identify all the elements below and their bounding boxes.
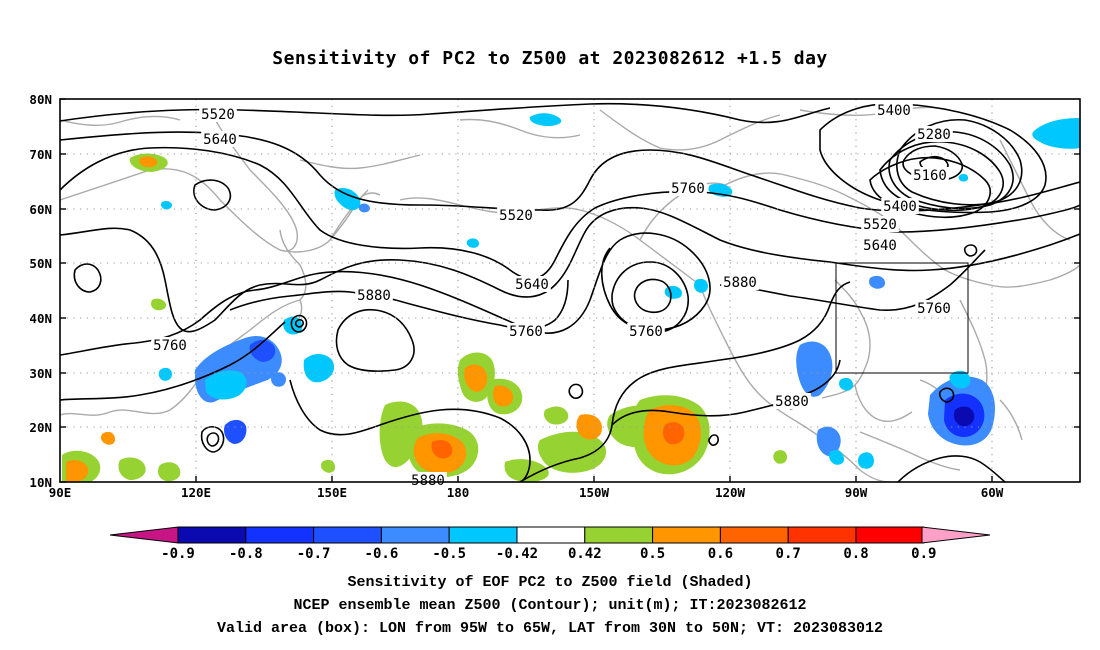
contour-label-bg [773,393,811,409]
colorbar-label: -0.5 [432,546,466,562]
colorbar-label: -0.8 [229,546,263,562]
contour-label-bg [915,300,953,316]
lat-label: 60N [29,202,52,217]
contour-label-bg [911,167,949,183]
lon-label: 90E [49,485,72,500]
colorbar-cell [380,526,450,544]
contour-label-bg [151,337,189,353]
contour-label: 5880 [411,473,445,489]
contour-label: 5760 [629,324,663,340]
colorbar-cell [652,526,721,544]
grid-lines [60,99,1080,482]
lon-label: 150W [579,485,610,500]
colorbar-label: 0.8 [843,546,868,562]
colorbar-label: -0.7 [297,546,331,562]
lat-label: 40N [29,311,52,326]
caption-line-1: Sensitivity of EOF PC2 to Z500 field (Sh… [347,574,753,591]
contour-label-bg [497,207,535,223]
contour-labels: 5520 5640 5400 5280 5160 5760 5520 5400 5520 5640… [151,102,953,489]
colorbar-right-triangle [921,526,991,544]
contour-label-bg [669,180,707,196]
colorbar: -0.9 -0.8 -0.7 -0.6 -0.5 -0.42 0.42 0.5 0.6 0.7 0.… [109,526,991,562]
contour-label-bg [861,216,899,232]
colorbar-left-triangle [109,526,179,544]
contour-label-bg [507,323,545,339]
contour-label: 5760 [671,181,705,197]
lat-label: 10N [29,475,52,490]
valid-area-box [835,262,969,374]
contour-label: 5640 [203,132,237,148]
contour-label-bg [201,131,239,147]
longitude-labels: 90E 120E 150E 180 150W 120W 90W 60W [49,485,1004,500]
map-frame [59,98,1081,483]
colorbar-cell [584,526,654,544]
contour-label-bg [355,287,393,303]
contour-label-bg [199,106,237,122]
lon-label: 180 [447,485,470,500]
caption-line-2: NCEP ensemble mean Z500 (Contour); unit(… [293,597,807,614]
colorbar-label: -0.42 [496,546,538,562]
contour-label-bg [409,472,447,488]
colorbar-label: 0.9 [911,546,936,562]
lon-label: 120W [715,485,746,500]
contour-label: 5520 [499,208,533,224]
axis-ticks [60,98,1080,483]
lat-label: 70N [29,147,52,162]
colorbar-cell [855,526,925,544]
lat-label: 80N [29,92,52,107]
lat-label: 30N [29,366,52,381]
colorbar-cell [245,526,315,544]
contour-label: 5520 [863,217,897,233]
lon-label: 60W [981,485,1004,500]
lon-label: 120E [181,485,211,500]
contour-label-bg [915,126,953,142]
lon-label: 150E [317,485,347,500]
contour-label-bg [875,102,913,118]
contour-label: 5760 [917,301,951,317]
contour-label: 5640 [515,277,549,293]
colorbar-label: 0.7 [776,546,801,562]
colorbar-cell [177,526,247,544]
contour-label-bg [861,237,899,253]
lat-label: 50N [29,256,52,271]
contour-label: 5400 [877,103,911,119]
latitude-labels: 80N 70N 60N 50N 40N 30N 20N 10N [29,92,52,490]
contour-label: 5880 [357,288,391,304]
contour-label: 5400 [883,199,917,215]
colorbar-cell [448,526,518,544]
colorbar-cell [787,526,857,544]
contour-label: 5760 [509,324,543,340]
colorbar-label: 0.42 [568,546,602,562]
colorbar-cell [516,526,586,544]
contour-label-bg [721,274,759,290]
contour-label-bg [627,323,665,339]
contour-label: 5880 [775,394,809,410]
colorbar-label: 0.6 [708,546,733,562]
colorbar-label: -0.6 [365,546,399,562]
lon-label: 90W [845,485,868,500]
contour-label: 5280 [917,127,951,143]
lat-label: 20N [29,420,52,435]
contour-label-bg [881,198,919,214]
contour-label: 5760 [153,338,187,354]
colorbar-label: -0.9 [161,546,195,562]
colorbar-cell [719,526,789,544]
map-title: Sensitivity of PC2 to Z500 at 2023082612… [272,48,828,69]
z500-contours [60,102,1080,482]
map-frame-bg [60,99,1080,482]
contour-label-bg [513,276,551,292]
contour-label: 5520 [201,107,235,123]
contour-label: 5160 [913,168,947,184]
colorbar-cell [313,526,382,544]
contour-label: 5880 [723,275,757,291]
colorbar-label: 0.5 [640,546,665,562]
caption-line-3: Valid area (box): LON from 95W to 65W, L… [216,620,884,637]
contour-label: 5640 [863,238,897,254]
